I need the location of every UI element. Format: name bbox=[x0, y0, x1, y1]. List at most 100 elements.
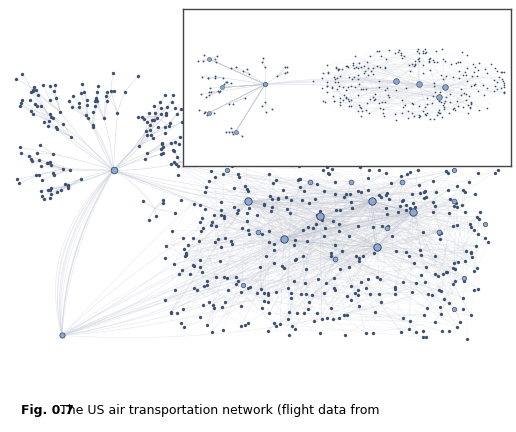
Point bbox=[40, 118, 49, 125]
Point bbox=[419, 49, 427, 56]
Point bbox=[331, 64, 340, 71]
Point bbox=[329, 284, 337, 291]
Point bbox=[436, 236, 444, 243]
Point bbox=[179, 305, 187, 312]
Point bbox=[449, 74, 457, 81]
Point bbox=[89, 121, 98, 128]
Point bbox=[296, 290, 304, 297]
Point bbox=[262, 108, 270, 115]
Point bbox=[336, 95, 344, 102]
Point bbox=[402, 207, 410, 214]
Point bbox=[262, 253, 270, 260]
Point bbox=[420, 188, 428, 195]
Point bbox=[377, 53, 385, 60]
Point bbox=[453, 182, 461, 189]
Point bbox=[313, 181, 321, 187]
Point bbox=[327, 249, 335, 256]
Point bbox=[328, 83, 336, 90]
Point bbox=[46, 110, 54, 117]
Point bbox=[205, 299, 213, 305]
Point bbox=[170, 139, 179, 146]
Point bbox=[329, 316, 337, 323]
Point bbox=[51, 82, 59, 89]
Point bbox=[420, 108, 428, 114]
Point bbox=[212, 222, 220, 229]
Point bbox=[273, 73, 281, 80]
Point bbox=[221, 235, 230, 241]
Point bbox=[29, 87, 37, 94]
Point bbox=[232, 128, 240, 135]
Point bbox=[331, 241, 340, 248]
Point bbox=[39, 82, 47, 89]
Point bbox=[217, 207, 225, 214]
Point bbox=[171, 209, 179, 216]
Point bbox=[143, 150, 152, 157]
Point bbox=[173, 310, 181, 317]
Point bbox=[295, 162, 303, 169]
Point bbox=[454, 102, 462, 109]
Point bbox=[198, 215, 206, 222]
Point bbox=[299, 252, 308, 259]
Point bbox=[369, 93, 378, 100]
Point bbox=[410, 260, 418, 267]
Point bbox=[431, 202, 439, 209]
Point bbox=[32, 87, 40, 94]
Point bbox=[356, 59, 364, 66]
Point bbox=[363, 100, 371, 107]
Point bbox=[163, 104, 171, 111]
Point bbox=[343, 293, 351, 300]
Point bbox=[153, 124, 162, 131]
Point bbox=[409, 200, 417, 206]
Point bbox=[265, 228, 273, 235]
Point bbox=[438, 230, 446, 237]
Point bbox=[167, 308, 175, 315]
Point bbox=[398, 55, 406, 62]
Point bbox=[27, 156, 35, 162]
Point bbox=[426, 66, 434, 73]
Point bbox=[273, 196, 282, 203]
Point bbox=[318, 316, 326, 323]
Point bbox=[139, 198, 148, 205]
Point bbox=[473, 213, 481, 220]
Point bbox=[295, 175, 303, 182]
Point bbox=[109, 167, 118, 174]
Point bbox=[29, 88, 37, 95]
Point bbox=[470, 226, 478, 233]
Point bbox=[331, 76, 339, 83]
Point bbox=[362, 330, 370, 337]
Point bbox=[56, 108, 64, 115]
Point bbox=[382, 190, 391, 197]
Point bbox=[229, 100, 237, 107]
Point bbox=[461, 209, 469, 216]
Point bbox=[106, 87, 115, 94]
Point bbox=[406, 168, 414, 175]
Point bbox=[381, 87, 389, 94]
Point bbox=[201, 188, 209, 195]
Point bbox=[357, 86, 365, 92]
Point bbox=[90, 103, 99, 110]
Point bbox=[356, 103, 364, 110]
Point bbox=[265, 310, 273, 317]
Point bbox=[175, 133, 184, 140]
Point bbox=[357, 189, 365, 196]
Point bbox=[216, 244, 224, 251]
Point bbox=[366, 53, 374, 60]
Point bbox=[63, 182, 72, 189]
Point bbox=[189, 235, 197, 242]
Point bbox=[333, 86, 342, 92]
Point bbox=[80, 89, 88, 96]
Point bbox=[259, 304, 267, 311]
Point bbox=[253, 211, 262, 218]
Point bbox=[209, 212, 218, 219]
Point bbox=[402, 85, 410, 92]
Point bbox=[384, 223, 393, 230]
Point bbox=[194, 57, 202, 64]
Point bbox=[416, 246, 425, 253]
Point bbox=[463, 52, 472, 59]
Point bbox=[422, 194, 430, 200]
Point bbox=[381, 64, 390, 71]
Point bbox=[445, 327, 454, 334]
Point bbox=[442, 268, 450, 275]
Point bbox=[395, 47, 403, 54]
Point bbox=[160, 296, 169, 303]
